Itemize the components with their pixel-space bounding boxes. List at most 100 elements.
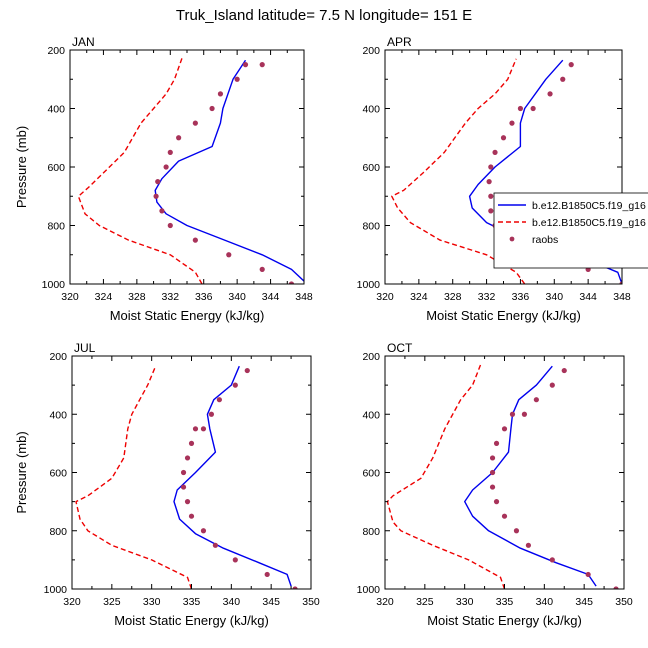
x-tick-label: 324 [95, 291, 113, 303]
raob-point [159, 208, 165, 214]
raob-point [188, 513, 195, 519]
x-tick-label: 336 [512, 291, 530, 303]
x-tick-label: 325 [416, 596, 434, 608]
y-tick-label: 400 [47, 104, 65, 116]
panel-label: OCT [387, 341, 413, 355]
raob-point [192, 237, 198, 243]
raob-point [259, 266, 265, 272]
raob-point [226, 252, 232, 258]
x-tick-label: 340 [223, 596, 241, 608]
y-tick-label: 800 [47, 221, 65, 233]
raob-point [513, 528, 520, 534]
raob-point [619, 281, 622, 284]
model-solid-line [173, 365, 292, 587]
panel-jan: 320 324 328 332 336 340 344 348 200 400 600 800 1000… [14, 35, 313, 323]
figure-title: Truk_Island latitude= 7.5 N longitude= 1… [176, 7, 472, 24]
raob-point [568, 62, 574, 68]
raob-point [217, 91, 224, 97]
x-axis-title: Moist Static Energy (kJ/kg) [427, 613, 582, 628]
raob-point [180, 469, 187, 476]
raob-point [501, 513, 508, 519]
x-tick-label: 325 [103, 596, 121, 608]
raob-point [509, 411, 516, 417]
raob-point [530, 105, 536, 112]
raob-point [489, 484, 496, 490]
series-group-jul [75, 365, 298, 589]
y-tick-label: 600 [49, 468, 67, 480]
y-tick-label: 1000 [357, 584, 381, 596]
x-axis-title: Moist Static Energy (kJ/kg) [426, 308, 581, 323]
y-tick-label: 600 [362, 162, 380, 174]
y-axis-title: Pressure (mb) [14, 431, 29, 513]
model-dashed-line [386, 364, 506, 589]
raob-point [209, 105, 215, 112]
panel-label: JUL [74, 341, 96, 355]
raob-point [242, 62, 249, 68]
model-solid-line [464, 365, 597, 587]
raob-point [167, 222, 173, 229]
y-tick-label: 800 [362, 526, 380, 538]
raob-point [488, 164, 494, 170]
raob-point [561, 367, 567, 374]
raob-point [264, 571, 270, 578]
raob-point [486, 179, 492, 185]
raob-point [200, 426, 207, 432]
x-tick-label: 335 [183, 596, 201, 608]
y-tick-label: 400 [49, 409, 67, 421]
x-tick-label: 330 [456, 596, 474, 608]
raob-point [533, 397, 539, 403]
raob-point [549, 557, 555, 563]
y-tick-label: 400 [362, 409, 380, 421]
raob-point [259, 62, 265, 68]
x-tick-label: 332 [162, 291, 180, 303]
raob-point [525, 542, 532, 548]
x-tick-label: 340 [536, 596, 554, 608]
raob-point [292, 586, 298, 589]
raob-point [547, 91, 553, 97]
raob-point [493, 499, 500, 505]
y-tick-label: 200 [362, 45, 380, 57]
raob-point [501, 426, 508, 432]
raob-point [153, 193, 159, 199]
x-tick-label: 345 [262, 596, 280, 608]
raob-point [288, 281, 295, 284]
x-tick-label: 340 [546, 291, 564, 303]
raob-point [184, 499, 191, 505]
legend-label: raobs [532, 234, 558, 246]
x-tick-label: 335 [496, 596, 514, 608]
x-tick-label: 328 [444, 291, 462, 303]
raob-point [155, 179, 161, 185]
raob-point [549, 382, 555, 388]
raob-point [488, 208, 494, 214]
plot-frame [71, 355, 312, 590]
y-tick-label: 1000 [357, 279, 381, 291]
model-solid-line [154, 59, 304, 282]
raob-point [244, 367, 250, 374]
y-tick-label: 200 [47, 45, 65, 57]
raob-point [163, 164, 169, 170]
raob-point [500, 135, 507, 141]
y-tick-label: 200 [49, 351, 67, 363]
model-dashed-line [77, 55, 203, 284]
x-tick-label: 344 [262, 291, 280, 303]
x-tick-label: 344 [579, 291, 597, 303]
x-tick-label: 350 [615, 596, 633, 608]
raob-point [184, 455, 191, 461]
raob-point [232, 382, 238, 388]
raob-point [493, 440, 500, 446]
x-tick-label: 328 [128, 291, 146, 303]
raob-point [234, 76, 240, 82]
x-tick-label: 320 [376, 291, 394, 303]
legend: b.e12.B1850C5.f19_g16 b.e12.B1850C5.f19_g… [493, 192, 648, 269]
legend-label: b.e12.B1850C5.f19_g16 [532, 217, 646, 229]
raob-point [488, 193, 494, 199]
x-tick-label: 320 [61, 291, 79, 303]
model-dashed-line [391, 58, 526, 284]
raob-point [232, 557, 238, 563]
raob-point [176, 135, 182, 141]
raob-point [200, 528, 207, 534]
panel-jul: 320 325 330 335 340 345 350 200 400 600 800 1000 JUL… [14, 341, 320, 628]
x-tick-label: 320 [376, 596, 394, 608]
raob-point [212, 542, 218, 548]
